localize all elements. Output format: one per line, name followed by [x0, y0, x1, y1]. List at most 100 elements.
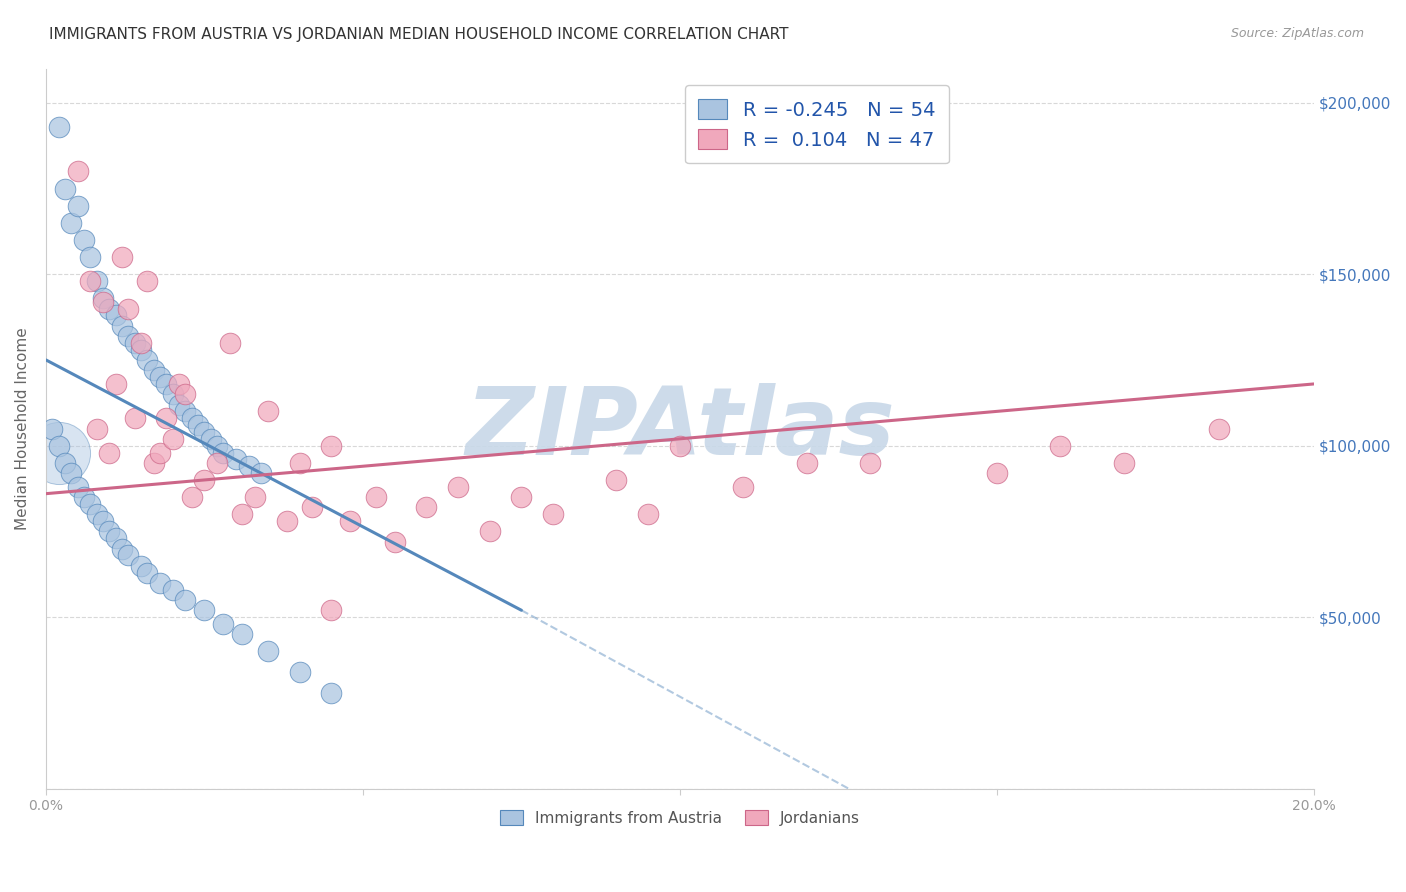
Point — [205, 439, 228, 453]
Point — [321, 439, 343, 453]
Point — [86, 507, 108, 521]
Point — [129, 558, 152, 573]
Point — [117, 301, 139, 316]
Point — [86, 421, 108, 435]
Point — [339, 514, 361, 528]
Point — [301, 500, 323, 515]
Point — [111, 250, 134, 264]
Point — [384, 534, 406, 549]
Point — [231, 507, 253, 521]
Point — [104, 531, 127, 545]
Point — [174, 404, 197, 418]
Point — [60, 466, 83, 480]
Point — [478, 524, 501, 539]
Point — [256, 404, 278, 418]
Text: IMMIGRANTS FROM AUSTRIA VS JORDANIAN MEDIAN HOUSEHOLD INCOME CORRELATION CHART: IMMIGRANTS FROM AUSTRIA VS JORDANIAN MED… — [49, 27, 789, 42]
Point — [212, 616, 235, 631]
Point — [174, 593, 197, 607]
Point — [162, 432, 184, 446]
Point — [98, 524, 121, 539]
Point — [66, 480, 89, 494]
Point — [91, 514, 114, 528]
Point — [149, 445, 172, 459]
Point — [86, 274, 108, 288]
Point — [218, 335, 240, 350]
Point — [91, 291, 114, 305]
Point — [321, 685, 343, 699]
Point — [48, 120, 70, 134]
Point — [796, 456, 818, 470]
Point — [48, 445, 70, 459]
Point — [155, 411, 177, 425]
Point — [91, 294, 114, 309]
Point — [53, 181, 76, 195]
Point — [180, 490, 202, 504]
Point — [180, 411, 202, 425]
Point — [1049, 439, 1071, 453]
Text: Source: ZipAtlas.com: Source: ZipAtlas.com — [1230, 27, 1364, 40]
Point — [174, 387, 197, 401]
Point — [155, 376, 177, 391]
Point — [73, 490, 96, 504]
Point — [104, 376, 127, 391]
Point — [149, 370, 172, 384]
Point — [129, 335, 152, 350]
Point — [859, 456, 882, 470]
Point — [142, 363, 165, 377]
Point — [231, 627, 253, 641]
Point — [111, 318, 134, 333]
Point — [256, 644, 278, 658]
Point — [364, 490, 387, 504]
Point — [73, 233, 96, 247]
Y-axis label: Median Household Income: Median Household Income — [15, 327, 30, 530]
Point — [104, 309, 127, 323]
Point — [48, 439, 70, 453]
Point — [276, 514, 298, 528]
Point — [187, 418, 209, 433]
Point — [238, 459, 260, 474]
Point — [167, 376, 190, 391]
Point — [136, 274, 159, 288]
Point — [541, 507, 564, 521]
Legend: Immigrants from Austria, Jordanians: Immigrants from Austria, Jordanians — [491, 800, 869, 835]
Point — [136, 353, 159, 368]
Point — [1112, 456, 1135, 470]
Point — [79, 274, 101, 288]
Point — [250, 466, 273, 480]
Point — [193, 425, 215, 439]
Point — [200, 432, 222, 446]
Point — [124, 335, 146, 350]
Point — [243, 490, 266, 504]
Point — [510, 490, 533, 504]
Point — [167, 398, 190, 412]
Point — [1208, 421, 1230, 435]
Point — [193, 473, 215, 487]
Point — [733, 480, 755, 494]
Point — [79, 250, 101, 264]
Point — [212, 445, 235, 459]
Point — [98, 445, 121, 459]
Point — [117, 329, 139, 343]
Point — [142, 456, 165, 470]
Point — [60, 216, 83, 230]
Text: ZIPAtlas: ZIPAtlas — [465, 383, 894, 475]
Point — [41, 421, 63, 435]
Point — [117, 549, 139, 563]
Point — [98, 301, 121, 316]
Point — [669, 439, 692, 453]
Point — [605, 473, 627, 487]
Point — [129, 343, 152, 357]
Point — [162, 582, 184, 597]
Point — [288, 456, 311, 470]
Point — [288, 665, 311, 679]
Point — [193, 603, 215, 617]
Point — [415, 500, 437, 515]
Point — [225, 452, 247, 467]
Point — [66, 199, 89, 213]
Point — [111, 541, 134, 556]
Point — [79, 497, 101, 511]
Point — [321, 603, 343, 617]
Point — [124, 411, 146, 425]
Point — [447, 480, 470, 494]
Point — [637, 507, 659, 521]
